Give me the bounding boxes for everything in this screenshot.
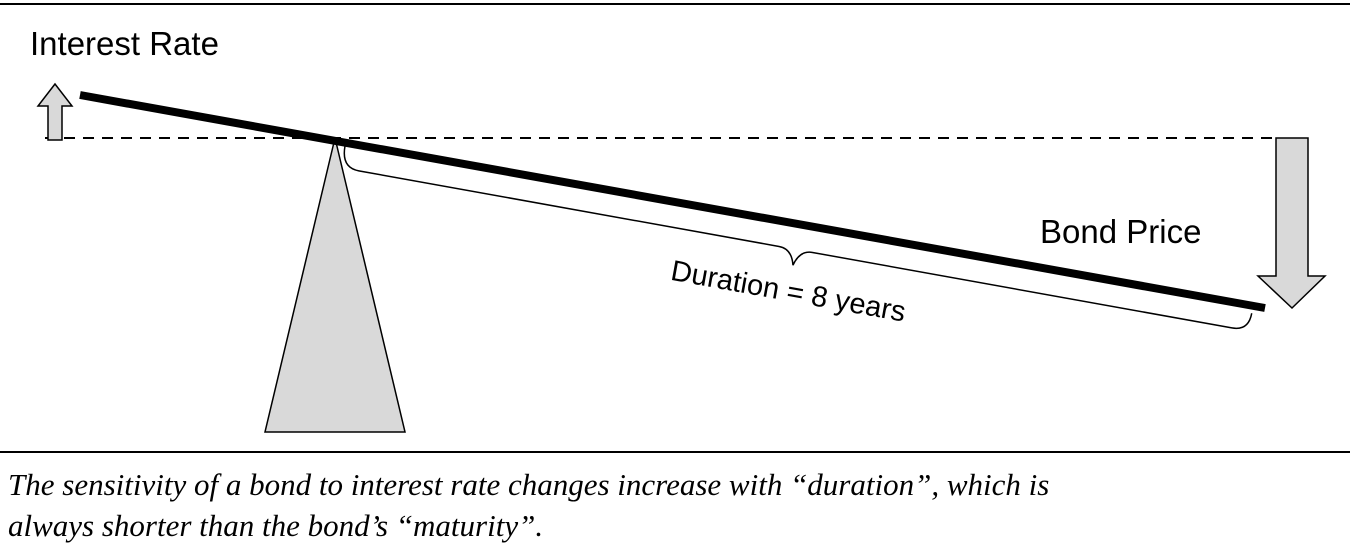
fulcrum [264,137,406,433]
up-arrow [36,82,74,141]
caption-line: The sensitivity of a bond to interest ra… [8,467,1049,502]
brace [343,145,1253,330]
down-arrow [1256,137,1327,310]
interest-rate-label: Interest Rate [30,25,219,62]
seesaw-beam [79,91,1266,312]
bond-price-label: Bond Price [1040,213,1201,250]
caption-line: always shorter than the bond’s “maturity… [8,508,543,543]
